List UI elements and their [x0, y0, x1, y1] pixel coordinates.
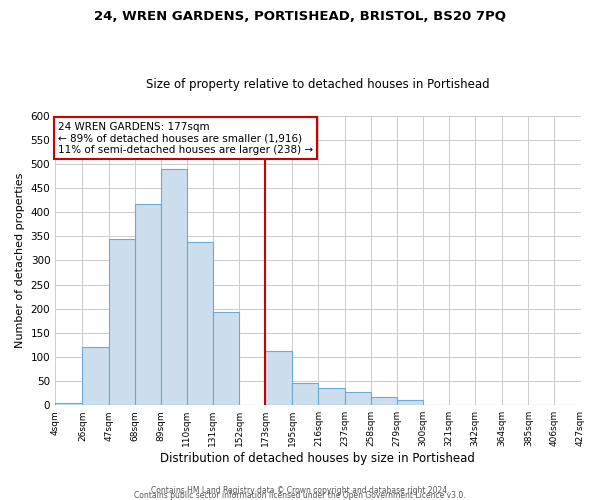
X-axis label: Distribution of detached houses by size in Portishead: Distribution of detached houses by size … — [160, 452, 475, 465]
Bar — [319, 388, 344, 405]
Text: Contains public sector information licensed under the Open Government Licence v3: Contains public sector information licen… — [134, 491, 466, 500]
Bar — [161, 169, 187, 405]
Bar — [82, 348, 109, 405]
Bar — [371, 396, 397, 405]
Bar — [265, 350, 292, 405]
Bar — [397, 400, 423, 405]
Text: 24 WREN GARDENS: 177sqm
← 89% of detached houses are smaller (1,916)
11% of semi: 24 WREN GARDENS: 177sqm ← 89% of detache… — [58, 122, 313, 155]
Bar — [109, 239, 134, 405]
Bar — [292, 382, 319, 405]
Bar — [55, 403, 82, 405]
Text: 24, WREN GARDENS, PORTISHEAD, BRISTOL, BS20 7PQ: 24, WREN GARDENS, PORTISHEAD, BRISTOL, B… — [94, 10, 506, 23]
Bar — [187, 242, 213, 405]
Bar — [134, 204, 161, 405]
Title: Size of property relative to detached houses in Portishead: Size of property relative to detached ho… — [146, 78, 490, 91]
Bar — [344, 392, 371, 405]
Y-axis label: Number of detached properties: Number of detached properties — [15, 173, 25, 348]
Text: Contains HM Land Registry data © Crown copyright and database right 2024.: Contains HM Land Registry data © Crown c… — [151, 486, 449, 495]
Bar — [213, 312, 239, 405]
